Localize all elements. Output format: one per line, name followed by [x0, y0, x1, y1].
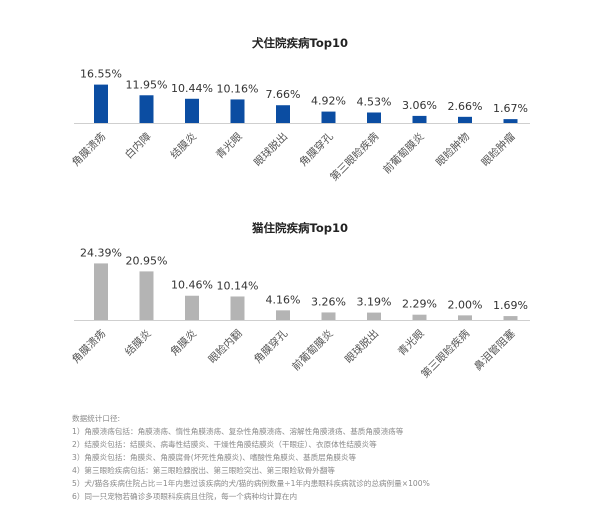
cat-chart: 猫住院疾病Top10 24.39% 角膜溃疡 20.95% 结膜炎 10.46% 角膜炎 1… [69, 221, 530, 381]
dog-value-label-10: 1.67% [493, 102, 528, 115]
dog-category-label-7: 第三眼睑疾病 [327, 130, 381, 184]
cat-category-label-3: 角膜炎 [168, 327, 199, 358]
dog-category-label-5: 眼球脱出 [251, 130, 290, 169]
dog-value-label-1: 16.55% [80, 68, 122, 81]
dog-value-label-9: 2.66% [448, 100, 483, 113]
dog-category-label-3: 结膜炎 [168, 130, 200, 162]
cat-bar-8 [412, 314, 427, 320]
cat-category-label-9: 第三眼睑疾病 [418, 327, 472, 381]
cat-value-label-1: 24.39% [80, 246, 122, 259]
dog-value-label-7: 4.53% [357, 95, 392, 108]
dog-category-label-1: 角膜溃疡 [69, 130, 108, 169]
cat-bar-6 [321, 312, 336, 320]
dog-bar-10 [503, 119, 518, 123]
dog-bar-9 [458, 116, 472, 123]
cat-category-label-2: 结膜炎 [122, 327, 154, 359]
dog-value-label-4: 10.16% [217, 82, 259, 95]
cat-bar-3 [185, 295, 199, 320]
note-line-1: 1）角膜溃疡包括：角膜溃疡、惰性角膜溃疡、复杂性角膜溃疡、溶解性角膜溃疡、基质角… [72, 427, 404, 436]
cat-bar-4 [230, 296, 245, 320]
note-line-2: 2）结膜炎包括：结膜炎、病毒性结膜炎、干燥性角膜结膜炎（干眼症）、衣原体性结膜炎… [72, 440, 377, 449]
cat-category-label-4: 眼睑内翻 [206, 327, 245, 366]
cat-value-label-10: 1.69% [493, 299, 528, 312]
note-line-5: 5）犬/猫各疾病住院占比＝1年内患过该疾病的犬/猫的病例数量÷1年内患眼科疾病就… [72, 479, 430, 488]
dog-category-label-8: 前葡萄膜炎 [380, 130, 427, 177]
dog-category-label-10: 眼睑肿瘤 [479, 130, 518, 169]
dog-bar-6 [321, 111, 336, 123]
dog-bar-1 [94, 84, 108, 123]
cat-category-label-8: 青光眼 [395, 327, 427, 359]
dog-category-label-2: 白内障 [122, 130, 154, 162]
dog-bar-5 [276, 105, 290, 123]
dog-bar-2 [139, 95, 154, 123]
cat-bar-10 [503, 316, 518, 320]
dog-value-label-3: 10.44% [171, 82, 213, 95]
dog-bar-3 [185, 98, 199, 123]
dog-bar-4 [230, 99, 245, 123]
cat-bar-9 [458, 315, 472, 320]
dog-chart-title: 犬住院疾病Top10 [252, 36, 348, 50]
notes-heading: 数据统计口径: [72, 414, 121, 423]
cat-bar-5 [276, 310, 290, 320]
note-line-6: 6）同一只宠物若确诊多项眼科疾病且住院，每一个病种均计算在内 [72, 492, 298, 501]
cat-value-label-9: 2.00% [448, 298, 483, 311]
dog-category-label-6: 角膜穿孔 [297, 130, 336, 169]
cat-value-label-2: 20.95% [126, 254, 168, 267]
cat-category-label-5: 角膜穿孔 [251, 327, 290, 366]
cat-chart-title: 猫住院疾病Top10 [252, 221, 348, 235]
data-notes: 数据统计口径: 1）角膜溃疡包括：角膜溃疡、惰性角膜溃疡、复杂性角膜溃疡、溶解性… [72, 412, 592, 503]
note-line-4: 4）第三眼睑疾病包括：第三眼睑腺脱出、第三眼睑突出、第三眼睑软骨外翻等 [72, 466, 336, 475]
cat-value-label-7: 3.19% [357, 296, 392, 309]
charts-canvas: 犬住院疾病Top10 16.55% 角膜溃疡 11.95% 白内障 10.44% 结膜炎 1… [69, 36, 530, 381]
dog-value-label-8: 3.06% [402, 99, 437, 112]
cat-value-label-5: 4.16% [266, 293, 301, 306]
cat-category-label-7: 眼球脱出 [342, 327, 381, 366]
cat-category-label-1: 角膜溃疡 [69, 327, 108, 366]
cat-value-label-4: 10.14% [217, 279, 259, 292]
cat-bar-2 [139, 271, 154, 320]
cat-value-label-8: 2.29% [402, 298, 437, 311]
cat-category-label-10: 鼻泪管阻塞 [471, 327, 518, 374]
cat-bar-7 [367, 312, 381, 320]
cat-bar-1 [94, 263, 108, 320]
dog-category-label-4: 青光眼 [213, 130, 245, 162]
cat-value-label-3: 10.46% [171, 279, 213, 292]
dog-value-label-6: 4.92% [311, 95, 346, 108]
cat-category-label-6: 前葡萄膜炎 [289, 327, 336, 374]
dog-value-label-5: 7.66% [266, 88, 301, 101]
dog-chart: 犬住院疾病Top10 16.55% 角膜溃疡 11.95% 白内障 10.44% 结膜炎 1… [69, 36, 530, 184]
cat-value-label-6: 3.26% [311, 295, 346, 308]
dog-value-label-2: 11.95% [126, 78, 168, 91]
dog-category-label-9: 眼睑肿物 [433, 130, 472, 169]
dog-bar-7 [367, 112, 381, 123]
note-line-3: 3）角膜炎包括：角膜炎、角膜腐骨(坏死性角膜炎)、嗜酸性角膜炎、基质层角膜炎等 [72, 453, 357, 462]
dog-bar-8 [412, 115, 427, 123]
